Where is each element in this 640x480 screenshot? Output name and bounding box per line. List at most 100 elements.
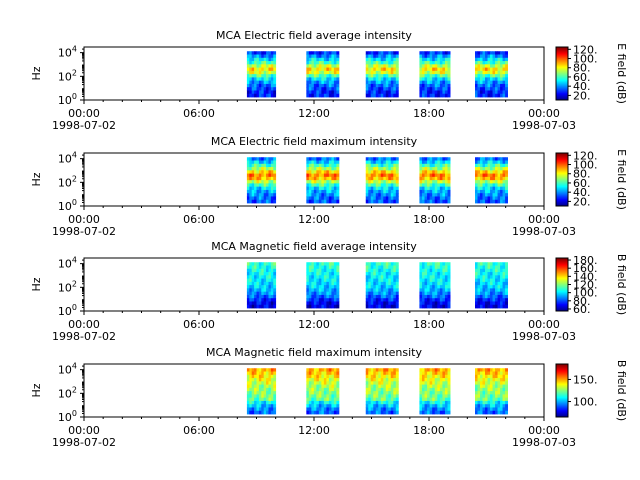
spectrogram-cell: [258, 268, 262, 273]
spectrogram-cell: [442, 90, 446, 95]
spectrogram-cell: [326, 61, 330, 65]
spectrogram-cell: [475, 275, 478, 279]
spectrogram-cell: [439, 387, 443, 392]
spectrogram-cell: [370, 374, 374, 379]
spectrogram-cell: [497, 285, 501, 289]
spectrogram-cell: [318, 163, 322, 168]
spectrogram-cell: [336, 160, 340, 165]
spectrogram-cell: [421, 157, 425, 161]
spectrogram-cell: [321, 294, 325, 299]
spectrogram-cell: [437, 272, 441, 276]
spectrogram-cell: [383, 278, 387, 283]
spectrogram-cell: [333, 160, 337, 165]
spectrogram-cell: [333, 304, 337, 309]
spectrogram-cell: [482, 189, 486, 194]
spectrogram-cell: [306, 176, 310, 181]
spectrogram-cell: [497, 374, 501, 379]
spectrogram-cell: [270, 304, 274, 309]
spectrogram-cell: [306, 272, 310, 276]
spectrogram-cell: [365, 298, 369, 302]
colorbar-band: [556, 398, 568, 400]
spectrogram-cell: [273, 298, 277, 302]
spectrogram-cell: [437, 61, 441, 65]
spectrogram-cell: [273, 193, 277, 197]
spectrogram-cell: [487, 74, 491, 78]
spectrogram-cell: [251, 160, 255, 165]
spectrogram-cell: [306, 397, 310, 402]
spectrogram-cell: [421, 374, 425, 379]
spectrogram-cell: [437, 301, 441, 306]
spectrogram-cell: [388, 70, 392, 75]
spectrogram-cell: [444, 298, 448, 302]
spectrogram-cell: [258, 275, 262, 279]
spectrogram-cell: [318, 173, 322, 178]
spectrogram-cell: [311, 384, 315, 389]
spectrogram-cell: [321, 397, 325, 402]
spectrogram-cell: [251, 400, 255, 405]
spectrogram-cell: [261, 51, 265, 55]
spectrogram-cell: [365, 83, 369, 88]
spectrogram-cell: [256, 167, 260, 171]
spectrogram-cell: [380, 180, 384, 184]
spectrogram-cell: [393, 64, 397, 68]
spectrogram-cell: [482, 298, 486, 302]
spectrogram-cell: [323, 381, 327, 385]
spectrogram-cell: [268, 199, 272, 204]
spectrogram-cell: [383, 70, 387, 75]
spectrogram-cell: [375, 281, 379, 286]
spectrogram-cell: [331, 51, 335, 55]
spectrogram-cell: [490, 167, 493, 171]
spectrogram-cell: [390, 80, 394, 85]
spectrogram-cell: [480, 285, 483, 289]
spectrogram-cell: [270, 381, 274, 385]
colorbar-band: [556, 76, 568, 78]
spectrogram-cell: [333, 90, 337, 95]
spectrogram-cell: [318, 186, 322, 191]
spectrogram-cell: [311, 83, 315, 88]
spectrogram-cell: [321, 180, 325, 184]
spectrogram-cell: [495, 93, 498, 98]
spectrogram-cell: [490, 291, 493, 296]
spectrogram-cell: [492, 176, 496, 181]
colorbar-band: [556, 299, 568, 301]
spectrogram-cell: [388, 193, 392, 197]
colorbar-band: [556, 47, 568, 49]
spectrogram-cell: [480, 407, 483, 412]
spectrogram-cell: [482, 404, 486, 408]
spectrogram-cell: [380, 381, 384, 385]
spectrogram-cell: [475, 67, 478, 72]
spectrogram-cell: [487, 410, 491, 415]
spectrogram-cell: [385, 160, 389, 165]
spectrogram-cell: [432, 394, 436, 399]
spectrogram-cell: [249, 93, 253, 98]
colorbar-band: [556, 58, 568, 60]
spectrogram-cell: [370, 80, 374, 85]
spectrogram-cell: [268, 394, 272, 399]
spectrogram-cell: [487, 371, 491, 376]
spectrogram-cell: [439, 272, 443, 276]
spectrogram-cell: [437, 180, 441, 184]
spectrogram-cell: [505, 196, 508, 201]
colorbar-band: [556, 271, 568, 273]
spectrogram-cell: [500, 371, 503, 376]
spectrogram-cell: [432, 173, 436, 178]
spectrogram-cell: [246, 61, 250, 65]
spectrogram-cell: [273, 262, 277, 266]
colorbar-band: [556, 284, 568, 286]
spectrogram-cell: [273, 51, 277, 55]
spectrogram-cell: [419, 173, 423, 178]
spectrogram-cell: [273, 275, 277, 279]
spectrogram-cell: [437, 298, 441, 302]
spectrogram-cell: [395, 301, 399, 306]
spectrogram-cell: [444, 374, 448, 379]
spectrogram-cell: [419, 57, 423, 62]
spectrogram-cell: [266, 61, 269, 65]
spectrogram-cell: [261, 57, 265, 62]
spectrogram-cell: [321, 163, 325, 168]
spectrogram-cell: [270, 371, 274, 376]
spectrogram-cell: [258, 57, 262, 62]
spectrogram-cell: [331, 298, 335, 302]
spectrogram-cell: [447, 394, 451, 399]
spectrogram-cell: [306, 281, 310, 286]
spectrogram-cell: [505, 77, 508, 82]
